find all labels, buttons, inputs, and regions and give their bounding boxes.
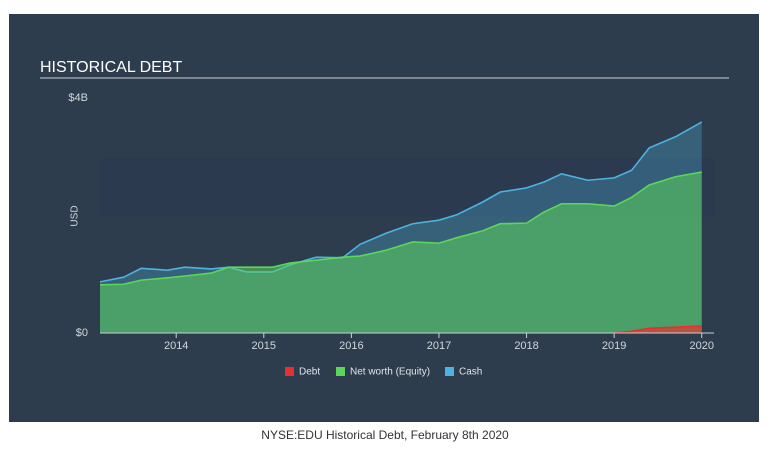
chart-title: HISTORICAL DEBT [40, 59, 182, 76]
line [99, 171, 702, 286]
legend-swatch [285, 367, 294, 376]
x-tick-label: 2019 [602, 340, 626, 352]
legend-label: Net worth (Equity) [350, 367, 430, 378]
y-axis-label: USD [70, 205, 81, 226]
y-tick-label: $0 [76, 327, 88, 339]
x-tick-label: 2017 [427, 340, 451, 352]
legend-swatch [336, 367, 345, 376]
legend-label: Debt [299, 367, 320, 378]
x-tick-label: 2018 [514, 340, 538, 352]
x-tick-label: 2016 [339, 340, 363, 352]
legend-label: Cash [459, 367, 482, 378]
x-tick-label: 2014 [164, 340, 188, 352]
y-tick-label: $4B [68, 92, 88, 104]
x-tick-label: 2015 [252, 340, 276, 352]
line [99, 121, 703, 283]
legend-swatch [445, 367, 454, 376]
line [614, 325, 702, 334]
x-tick-label: 2020 [689, 340, 713, 352]
area [100, 172, 702, 333]
caption: NYSE:EDU Historical Debt, February 8th 2… [261, 428, 509, 442]
